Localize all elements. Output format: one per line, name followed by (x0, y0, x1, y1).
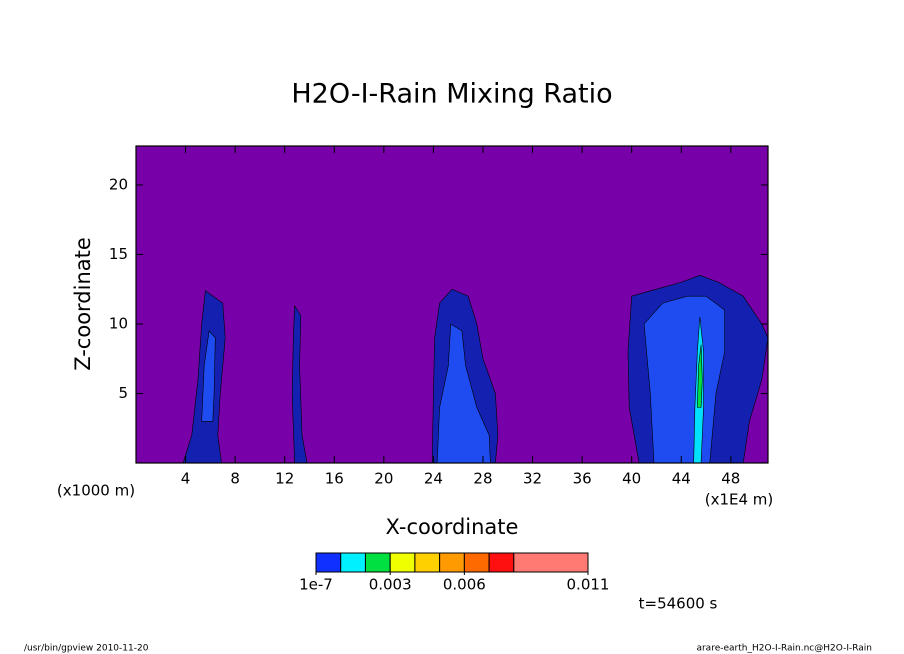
x-tick-label: 28 (473, 470, 492, 488)
x-unit-secondary: (x1E4 m) (705, 491, 774, 509)
x-tick-label: 12 (275, 470, 294, 488)
contour-region (643, 295, 725, 464)
x-unit: (x1000 m) (57, 482, 135, 500)
x-tick-label: 48 (721, 470, 740, 488)
x-tick-label: 4 (181, 470, 191, 488)
y-tick-label: 10 (109, 314, 128, 332)
colorbar-label: 0.006 (443, 576, 486, 594)
contour-region (291, 304, 308, 464)
contour-region (697, 344, 703, 408)
x-tick-label: 8 (230, 470, 240, 488)
y-axis-label: Z-coordinate (71, 237, 95, 371)
y-tick-label: 20 (109, 175, 128, 193)
y-tick-label: 15 (109, 245, 128, 263)
colorbar-box (439, 552, 465, 573)
x-tick-label: 20 (374, 470, 393, 488)
colorbar-box (389, 552, 416, 573)
colorbar-box (488, 552, 515, 573)
colorbar-box (414, 552, 441, 573)
colorbar-label: 0.011 (567, 576, 610, 594)
contour-region (436, 323, 491, 464)
colorbar-box (463, 552, 490, 573)
time-label: t=54600 s (639, 595, 718, 613)
x-axis-label: X-coordinate (386, 515, 519, 539)
x-tick-label: 36 (573, 470, 592, 488)
colorbar-label: 1e-7 (299, 576, 333, 594)
footer-right: arare-earth_H2O-I-Rain.nc@H2O-I-Rain (696, 644, 872, 654)
x-tick-label: 32 (523, 470, 542, 488)
footer-left: /usr/bin/gpview 2010-11-20 (24, 644, 149, 654)
plot-frame (135, 145, 769, 464)
colorbar-box (315, 552, 342, 573)
x-tick-label: 44 (672, 470, 691, 488)
colorbar-box (513, 552, 589, 573)
colorbar-label: 0.003 (369, 576, 412, 594)
x-tick-label: 16 (325, 470, 344, 488)
chart-title: H2O-I-Rain Mixing Ratio (291, 79, 612, 110)
colorbar-box (340, 552, 366, 573)
colorbar-box (364, 552, 391, 573)
contour-region (201, 330, 216, 422)
x-tick-label: 40 (622, 470, 641, 488)
y-tick-label: 5 (118, 384, 128, 402)
x-tick-label: 24 (424, 470, 443, 488)
